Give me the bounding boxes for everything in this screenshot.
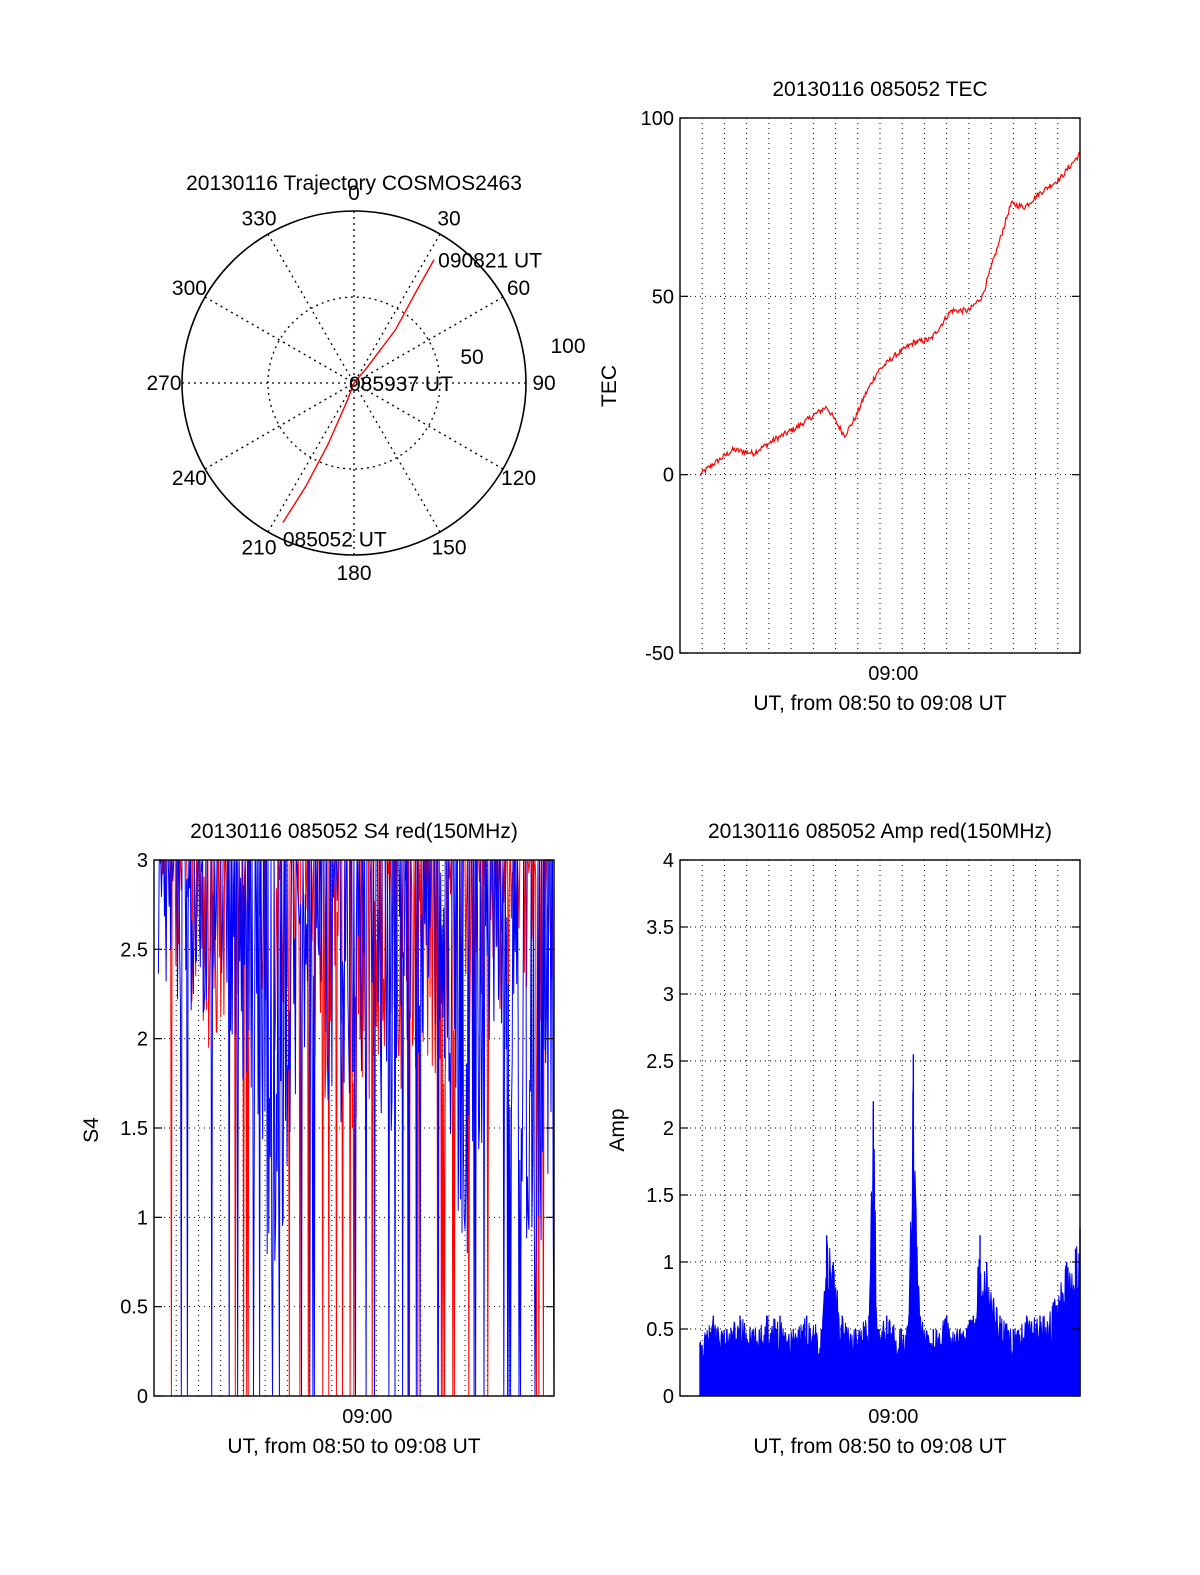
polar-azimuth-tick-label: 180 <box>336 562 371 585</box>
s4-plot-area <box>157 860 554 1396</box>
tec-line <box>699 151 1081 477</box>
amp-title: 20130116 085052 Amp red(150MHz) <box>708 820 1052 843</box>
amp-series <box>699 1054 1081 1397</box>
trajectory-time-label: 085052 UT <box>283 529 387 552</box>
polar-azimuth-tick-label: 330 <box>241 207 276 230</box>
s4-chart: 20130116 085052 S4 red(150MHz) 3 2.5 2 1.5 1… <box>80 820 555 1458</box>
y-tick-label: 0.5 <box>120 1297 148 1319</box>
y-tick-label: 0.5 <box>646 1319 674 1341</box>
polar-trajectory: 085052 UT 085937 UT 090821 UT <box>282 250 542 552</box>
y-tick-label: -50 <box>645 643 674 665</box>
tec-title: 20130116 085052 TEC <box>772 78 987 101</box>
amp-x-ticks: 09:00 <box>868 1406 918 1428</box>
y-tick-label: 1 <box>137 1207 148 1229</box>
polar-grid <box>182 211 526 555</box>
tec-grid <box>680 118 1080 653</box>
amp-x-label: UT, from 08:50 to 09:08 UT <box>753 1435 1006 1458</box>
polar-radius-tick-label: 50 <box>460 346 483 369</box>
amp-grid <box>680 860 1080 1396</box>
x-tick-label: 09:00 <box>342 1406 392 1428</box>
tec-y-ticks: 100 50 0 -50 <box>641 108 1080 665</box>
y-tick-label: 3 <box>663 984 674 1006</box>
s4-x-label: UT, from 08:50 to 09:08 UT <box>227 1435 480 1458</box>
y-tick-label: 2 <box>663 1118 674 1140</box>
s4-title: 20130116 085052 S4 red(150MHz) <box>190 820 518 843</box>
polar-outer-circle <box>181 210 527 556</box>
x-tick-label: 09:00 <box>868 1406 918 1428</box>
trajectory-time-label: 090821 UT <box>438 250 542 273</box>
y-tick-label: 2.5 <box>120 939 148 961</box>
trajectory-line <box>282 259 435 523</box>
polar-azimuth-tick-label: 0 <box>348 182 360 205</box>
x-tick-label: 09:00 <box>868 663 918 685</box>
amp-y-label: Amp <box>606 1108 629 1151</box>
tec-series <box>699 151 1081 477</box>
polar-trajectory-chart: 20130116 Trajectory COSMOS2463 0 30 60 90 12… <box>146 172 585 585</box>
tec-y-label: TEC <box>598 365 621 407</box>
s4-line-blue <box>157 860 554 1396</box>
tec-chart: 20130116 085052 TEC 100 50 0 -50 09:00 UT, … <box>598 78 1081 715</box>
y-tick-label: 3 <box>137 850 148 872</box>
polar-azimuth-tick-label: 210 <box>241 537 276 560</box>
amp-y-ticks: 4 3.5 3 2.5 2 1.5 1 0.5 0 <box>646 850 1080 1408</box>
y-tick-label: 50 <box>652 286 674 308</box>
polar-azimuth-tick-label: 90 <box>532 372 555 395</box>
tec-frame <box>679 117 1081 654</box>
polar-azimuth-labels: 0 30 60 90 120 150 180 210 240 270 300 330 <box>146 182 555 585</box>
polar-azimuth-tick-label: 300 <box>172 277 207 300</box>
y-tick-label: 0 <box>663 465 674 487</box>
s4-y-ticks: 3 2.5 2 1.5 1 0.5 0 <box>120 850 554 1408</box>
trajectory-time-label: 085937 UT <box>349 373 453 396</box>
y-tick-label: 1.5 <box>646 1185 674 1207</box>
amp-chart: 20130116 085052 Amp red(150MHz) 4 3.5 3 2.5… <box>606 820 1081 1458</box>
polar-azimuth-tick-label: 150 <box>431 537 466 560</box>
y-tick-label: 0 <box>137 1386 148 1408</box>
y-tick-label: 1 <box>663 1252 674 1274</box>
polar-title: 20130116 Trajectory COSMOS2463 <box>186 172 522 195</box>
y-tick-label: 100 <box>641 108 674 130</box>
polar-radius-tick-label: 100 <box>550 335 585 358</box>
y-tick-label: 2.5 <box>646 1051 674 1073</box>
y-tick-label: 1.5 <box>120 1118 148 1140</box>
s4-y-label: S4 <box>80 1117 103 1143</box>
polar-azimuth-tick-label: 60 <box>507 277 530 300</box>
polar-azimuth-tick-label: 120 <box>501 467 536 490</box>
y-tick-label: 3.5 <box>646 917 674 939</box>
polar-azimuth-tick-label: 270 <box>146 372 181 395</box>
amp-area <box>699 1085 1081 1397</box>
s4-x-ticks: 09:00 <box>342 1406 392 1428</box>
s4-series <box>157 860 554 1396</box>
y-tick-label: 0 <box>663 1386 674 1408</box>
tec-x-label: UT, from 08:50 to 09:08 UT <box>753 692 1006 715</box>
y-tick-label: 4 <box>663 850 674 872</box>
tec-x-ticks: 09:00 <box>868 663 918 685</box>
polar-azimuth-tick-label: 240 <box>172 467 207 490</box>
polar-azimuth-tick-label: 30 <box>437 207 460 230</box>
y-tick-label: 2 <box>137 1029 148 1051</box>
polar-radius-labels: 50 100 <box>460 335 585 369</box>
